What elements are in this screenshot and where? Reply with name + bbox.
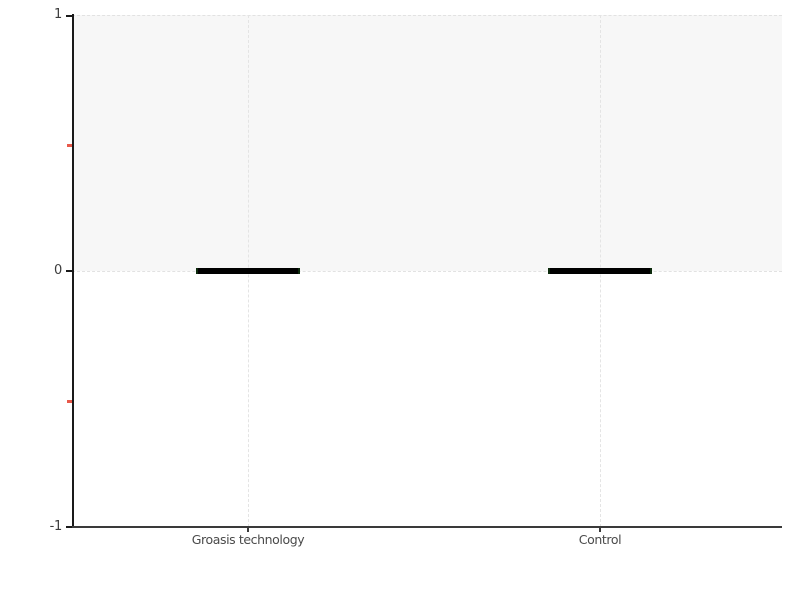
gridline-horizontal-1 [72, 15, 782, 16]
bar-cap-groasis-left [196, 268, 198, 274]
y-tick-label-minus-1: -1 [49, 519, 63, 534]
x-tick-label-groasis-technology: Groasis technology [191, 532, 305, 547]
y-tick-label-1: 1 [54, 7, 62, 22]
y-minor-tick-neg-0-5 [67, 400, 72, 403]
x-tick-groasis [247, 526, 249, 532]
y-tick-0 [66, 270, 72, 272]
bar-cap-groasis-right [298, 268, 300, 274]
bar-cap-control-left [548, 268, 550, 274]
y-axis-spine [72, 14, 74, 528]
y-tick-label-0: 0 [54, 263, 62, 278]
bar-control [550, 268, 650, 274]
bar-cap-control-right [650, 268, 652, 274]
x-tick-control [599, 526, 601, 532]
y-tick-minus-1 [66, 526, 72, 528]
plot-area [66, 15, 782, 532]
shaded-region [72, 15, 782, 271]
gridline-horizontal-0 [72, 271, 782, 272]
y-tick-1 [66, 15, 72, 17]
x-axis-spine [72, 526, 782, 528]
bar-groasis-technology [198, 268, 298, 274]
x-tick-label-control: Control [578, 532, 622, 547]
y-minor-tick-0-5 [67, 144, 72, 147]
